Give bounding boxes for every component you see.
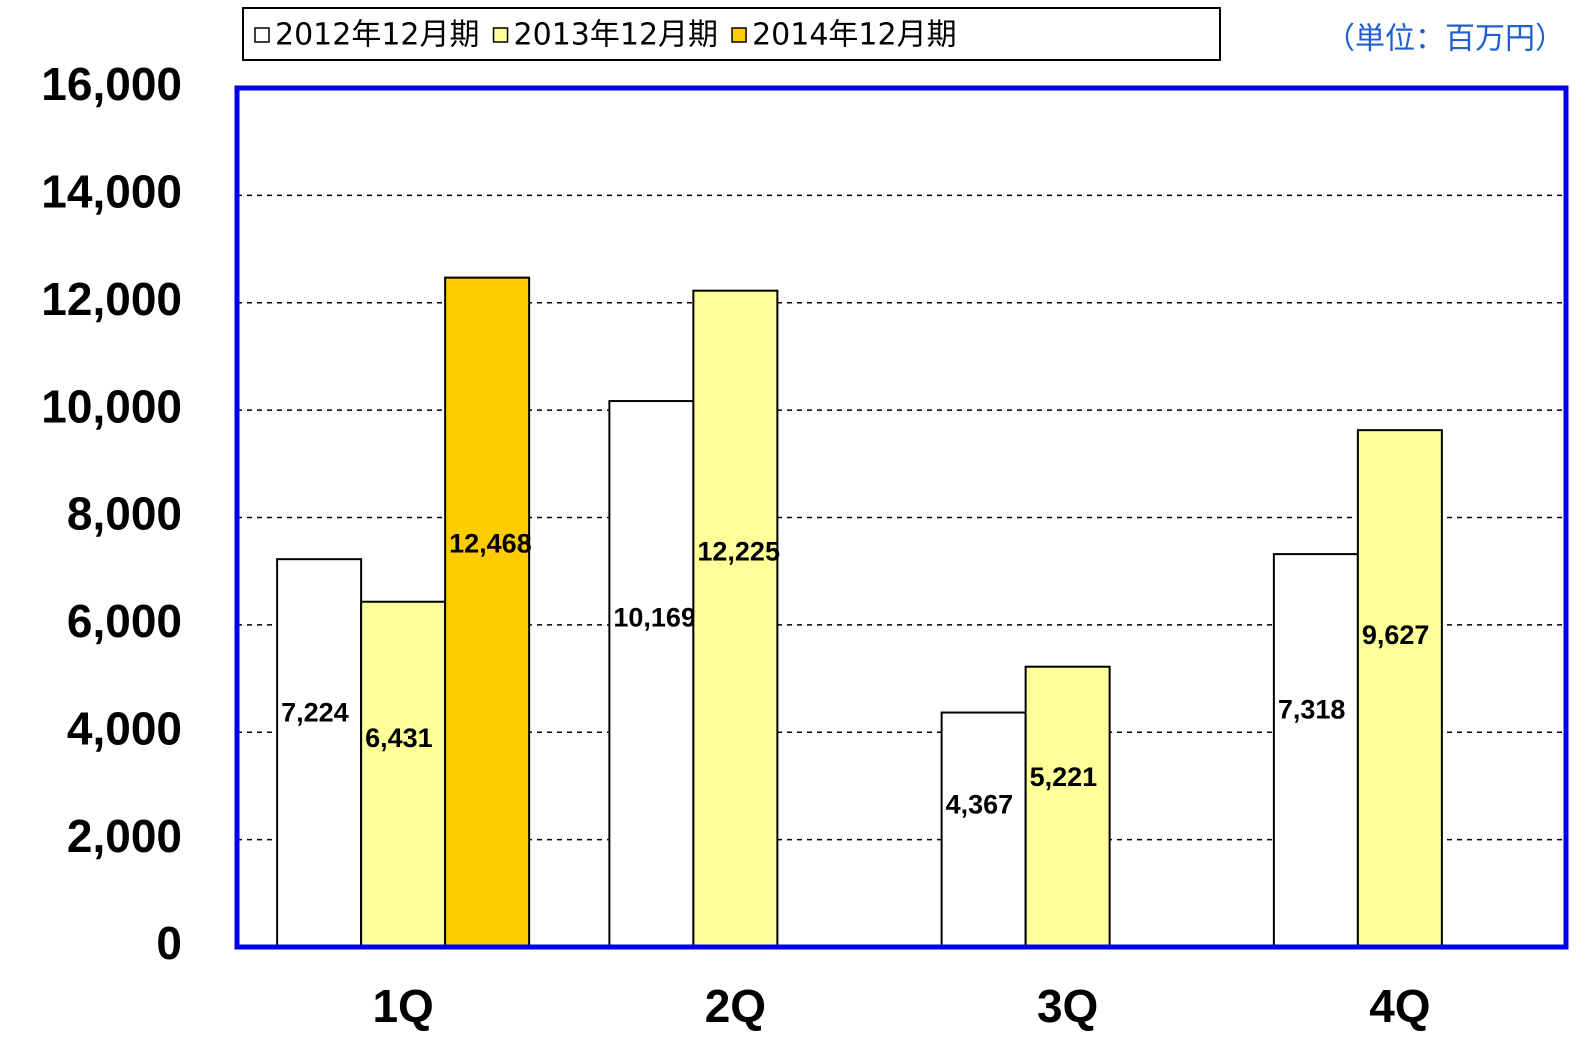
bar bbox=[940, 711, 1027, 948]
legend-swatch bbox=[731, 27, 747, 43]
legend-swatch bbox=[254, 27, 270, 43]
legend-label: 2013年12月期 bbox=[514, 18, 719, 53]
y-tick-label: 6,000 bbox=[67, 595, 182, 647]
plot-border bbox=[234, 85, 1569, 950]
bar bbox=[1356, 429, 1443, 948]
legend-swatch bbox=[492, 27, 509, 43]
legend-label: 2014年12月期 bbox=[752, 18, 957, 53]
y-tick-label: 0 bbox=[156, 917, 182, 969]
bar bbox=[692, 289, 779, 949]
value-label: 4,367 bbox=[946, 789, 1014, 819]
y-tick-label: 14,000 bbox=[41, 166, 182, 218]
x-tick-label: 3Q bbox=[1037, 980, 1098, 1032]
y-tick-label: 12,000 bbox=[41, 273, 182, 325]
bar bbox=[360, 600, 447, 949]
value-label: 6,431 bbox=[365, 723, 433, 753]
bar bbox=[1024, 665, 1111, 948]
value-label: 9,627 bbox=[1362, 620, 1430, 650]
bar bbox=[444, 276, 531, 948]
x-tick-label: 4Q bbox=[1369, 980, 1430, 1032]
value-label: 12,468 bbox=[449, 528, 532, 558]
legend-label: 2012年12月期 bbox=[275, 18, 480, 53]
unit-label: （単位：百万円） bbox=[1325, 22, 1565, 57]
y-tick-label: 10,000 bbox=[41, 380, 182, 432]
y-tick-label: 4,000 bbox=[67, 702, 182, 754]
x-tick-label: 2Q bbox=[705, 980, 766, 1032]
y-tick-label: 8,000 bbox=[67, 488, 182, 540]
x-tick-label: 1Q bbox=[372, 980, 433, 1032]
value-label: 5,221 bbox=[1030, 762, 1098, 792]
bar bbox=[276, 558, 363, 948]
bar bbox=[1272, 553, 1359, 948]
value-label: 12,225 bbox=[697, 536, 780, 566]
y-tick-label: 16,000 bbox=[41, 58, 182, 110]
bar bbox=[608, 400, 695, 948]
value-label: 10,169 bbox=[613, 603, 696, 633]
value-label: 7,318 bbox=[1278, 694, 1346, 724]
value-label: 7,224 bbox=[281, 697, 349, 727]
y-tick-label: 2,000 bbox=[67, 810, 182, 862]
